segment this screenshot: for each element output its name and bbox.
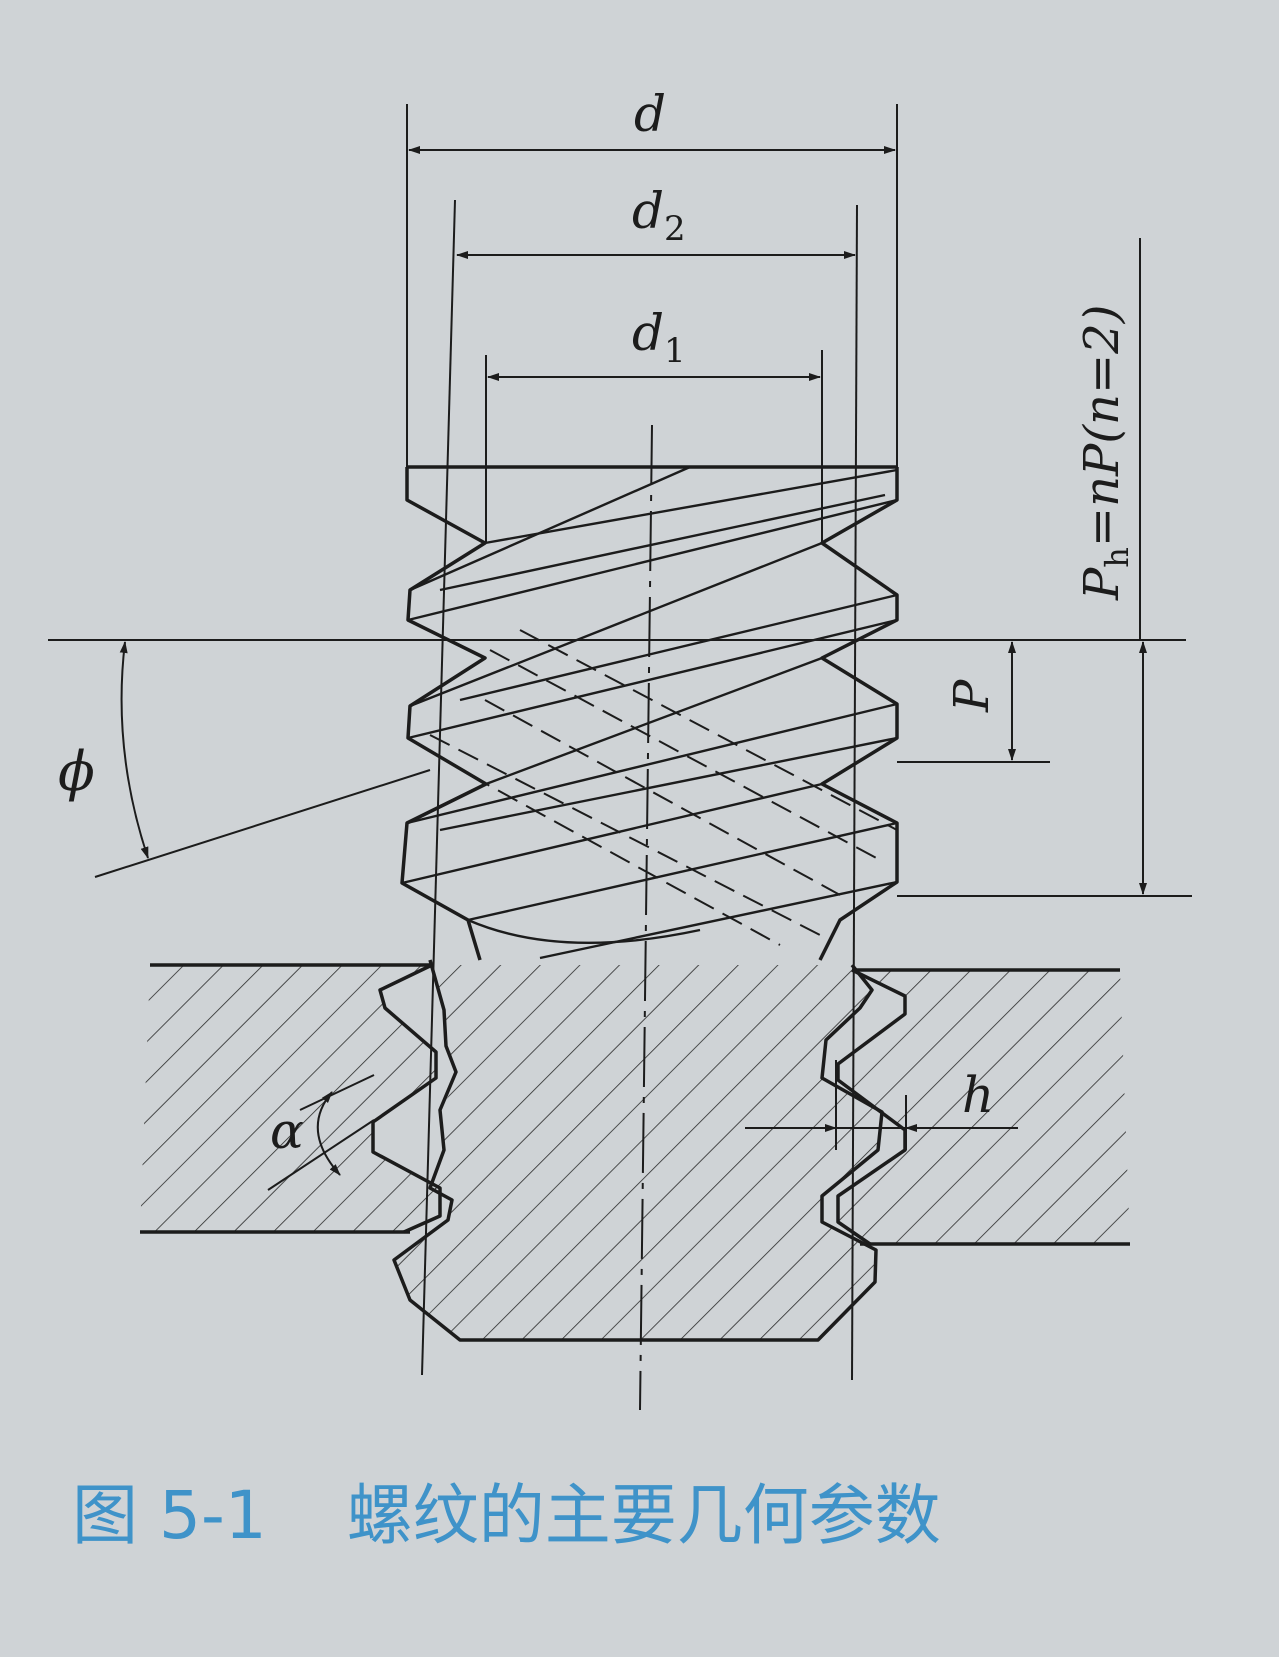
extension-lines	[406, 104, 898, 1381]
figure-caption: 图 5-1 螺纹的主要几何参数	[72, 1477, 941, 1554]
hidden-helix-lines	[429, 629, 898, 946]
center-line	[639, 424, 653, 1411]
label-h: h	[962, 1066, 994, 1124]
label-phi: ϕ	[58, 740, 95, 803]
dimension-lines	[408, 146, 896, 381]
label-d2: d2	[632, 182, 686, 249]
label-ph: Ph=nP(n=2)	[1074, 305, 1136, 601]
bolt-section	[394, 965, 882, 1340]
thread-depth	[745, 1060, 1018, 1150]
helix-angle	[94, 641, 431, 878]
label-d: d	[634, 85, 666, 143]
label-d1: d1	[632, 304, 686, 371]
bolt-section-outline	[392, 959, 884, 1342]
label-alpha: α	[270, 1102, 304, 1160]
pitch-lines	[48, 238, 1192, 897]
figure-number: 图 5-1	[72, 1477, 267, 1554]
thread-angle	[267, 1074, 375, 1191]
label-p: P	[944, 679, 1000, 713]
figure-title: 螺纹的主要几何参数	[347, 1477, 941, 1554]
